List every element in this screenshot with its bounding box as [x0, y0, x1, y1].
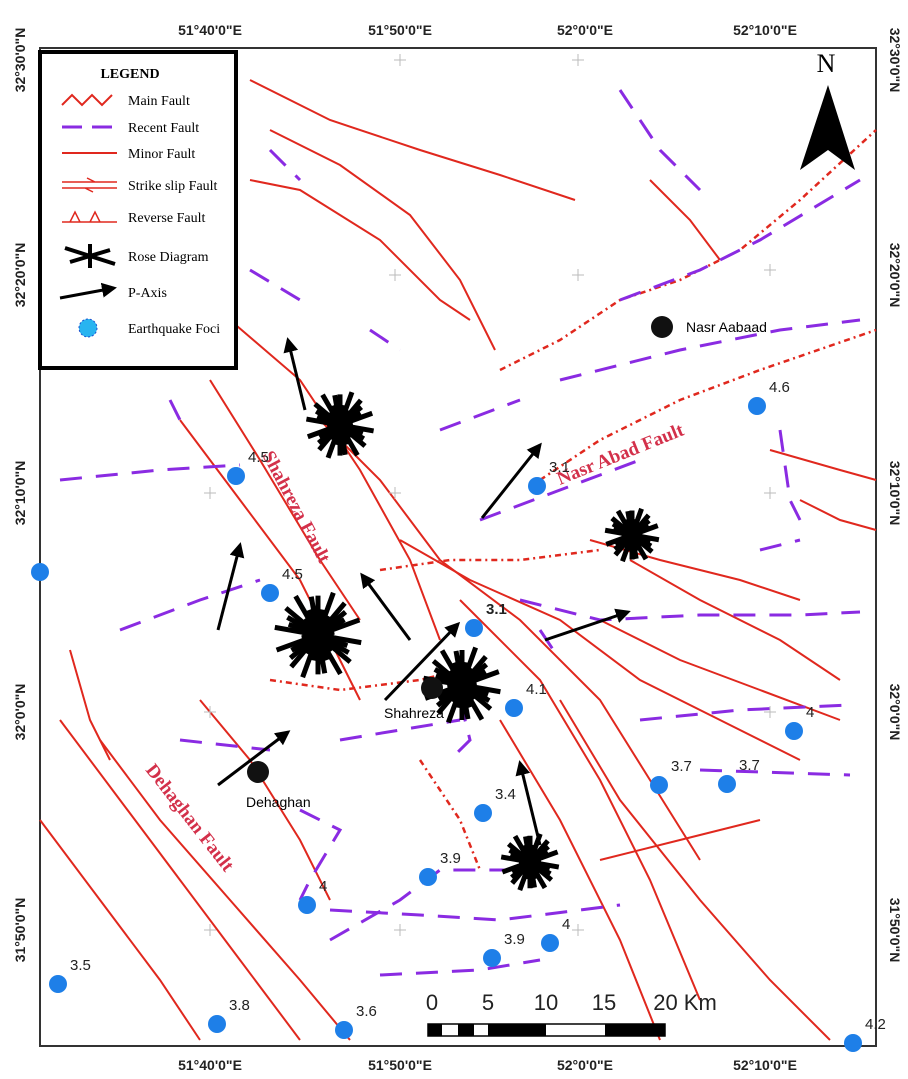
scale-segment [488, 1024, 546, 1036]
left-coordinate: 32°10'0"N [12, 461, 28, 526]
scale-label: 5 [482, 990, 494, 1015]
magnitude-label: 4.2 [865, 1016, 886, 1033]
earthquake-focus [335, 1021, 353, 1039]
earthquake-focus [785, 722, 803, 740]
magnitude-label: 3.5 [70, 957, 91, 974]
earthquake-focus [31, 563, 49, 581]
earthquake-focus [528, 477, 546, 495]
legend-label: Reverse Fault [128, 211, 205, 226]
scale-label: 20 Km [653, 990, 717, 1015]
legend-label: Recent Fault [128, 121, 199, 136]
earthquake-focus [718, 775, 736, 793]
magnitude-label: 4 [319, 878, 327, 895]
magnitude-label: 3.7 [739, 757, 760, 774]
top-coordinate: 51°40'0"E [178, 22, 242, 38]
magnitude-label: 4 [806, 704, 814, 721]
north-label: N [817, 49, 836, 78]
legend-symbol [79, 319, 97, 337]
right-coordinate: 32°10'0"N [887, 461, 903, 526]
magnitude-label: 3.6 [356, 1003, 377, 1020]
earthquake-focus [465, 619, 483, 637]
right-coordinate: 32°0'0"N [887, 684, 903, 741]
scale-label: 10 [534, 990, 558, 1015]
left-coordinate: 32°20'0"N [12, 243, 28, 308]
legend-label: Main Fault [128, 94, 190, 109]
place-marker [421, 677, 443, 699]
right-coordinate: 32°20'0"N [887, 243, 903, 308]
place-marker [651, 316, 673, 338]
scale-segment [605, 1024, 665, 1036]
earthquake-focus [650, 776, 668, 794]
top-coordinate: 52°0'0"E [557, 22, 613, 38]
legend-label: P-Axis [128, 286, 167, 301]
legend-label: Minor Fault [128, 147, 195, 162]
left-coordinate: 32°30'0"N [12, 28, 28, 93]
earthquake-focus [474, 804, 492, 822]
top-coordinate: 51°50'0"E [368, 22, 432, 38]
earthquake-focus [483, 949, 501, 967]
earthquake-focus [49, 975, 67, 993]
earthquake-focus [419, 868, 437, 886]
magnitude-label: 3.4 [495, 786, 516, 803]
legend-title: LEGEND [100, 67, 159, 82]
magnitude-label: 3.9 [440, 850, 461, 867]
magnitude-label: 4.5 [248, 449, 269, 466]
place-label: Nasr Aabaad [686, 319, 767, 335]
place-label: Shahreza [384, 705, 444, 721]
map: 51°40'0"E 51°50'0"E 52°0'0"E 52°10'0"E 51°40… [0, 0, 908, 1079]
magnitude-label: 3.7 [671, 758, 692, 775]
legend-label: Rose Diagram [128, 250, 209, 265]
magnitude-label: 3.1 [549, 459, 570, 476]
earthquake-focus [541, 934, 559, 952]
earthquake-focus [748, 397, 766, 415]
rose-diagram [624, 527, 641, 544]
left-coordinate: 31°50'0"N [12, 898, 28, 963]
magnitude-label: 4.6 [769, 379, 790, 396]
bottom-coordinate: 51°40'0"E [178, 1057, 242, 1073]
scale-segment [428, 1024, 442, 1036]
scale-label: 0 [426, 990, 438, 1015]
earthquake-focus [844, 1034, 862, 1052]
legend-label: Strike slip Fault [128, 179, 218, 194]
magnitude-label: 4 [562, 916, 570, 933]
left-coordinate: 32°0'0"N [12, 684, 28, 741]
bottom-coordinate: 52°0'0"E [557, 1057, 613, 1073]
rose-diagram [521, 853, 539, 871]
scale-segment [458, 1024, 474, 1036]
magnitude-label: 4.5 [282, 566, 303, 583]
magnitude-label: 3.9 [504, 931, 525, 948]
magnitude-label: 4.1 [526, 681, 547, 698]
earthquake-focus [261, 584, 279, 602]
top-coordinate: 52°10'0"E [733, 22, 797, 38]
place-marker [247, 761, 269, 783]
earthquake-focus [208, 1015, 226, 1033]
legend-label: Earthquake Foci [128, 322, 220, 337]
earthquake-focus [227, 467, 245, 485]
magnitude-label: 3.1 [486, 601, 507, 618]
rose-diagram [450, 673, 474, 697]
earthquake-focus [505, 699, 523, 717]
earthquake-focus [298, 896, 316, 914]
bottom-coordinate: 51°50'0"E [368, 1057, 432, 1073]
rose-diagram [330, 415, 351, 436]
scale-label: 15 [592, 990, 616, 1015]
right-coordinate: 31°50'0"N [887, 898, 903, 963]
bottom-coordinate: 52°10'0"E [733, 1057, 797, 1073]
right-coordinate: 32°30'0"N [887, 28, 903, 93]
place-label: Dehaghan [246, 794, 311, 810]
magnitude-label: 3.8 [229, 997, 250, 1014]
legend: LEGEND Main Fault Recent Fault Minor Fault S… [40, 52, 236, 368]
rose-diagram [305, 622, 332, 649]
